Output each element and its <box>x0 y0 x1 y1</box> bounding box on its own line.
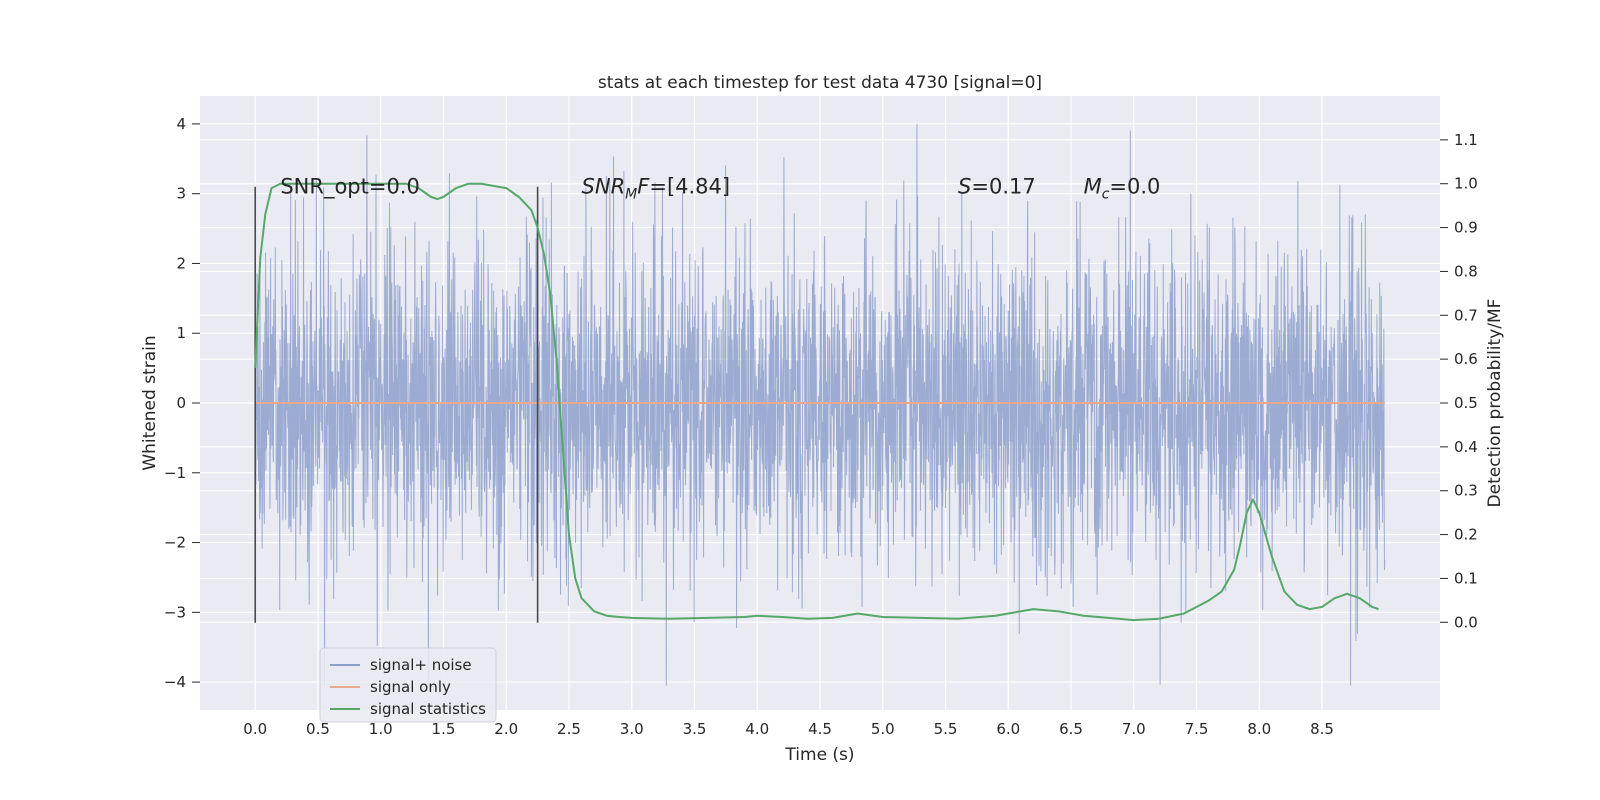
y-tick-label: 2 <box>176 254 186 272</box>
x-tick-label: 0.5 <box>306 720 330 738</box>
x-tick-label: 1.0 <box>369 720 393 738</box>
right-y-tick-label: 0.0 <box>1454 613 1478 631</box>
x-axis-label: Time (s) <box>784 745 854 765</box>
x-tick-label: 4.0 <box>745 720 769 738</box>
x-tick-label: 0.0 <box>243 720 267 738</box>
legend: signal+ noise signal only signal statist… <box>319 647 497 723</box>
right-y-tick-label: 0.5 <box>1454 394 1478 412</box>
annotation-value: =0.17 <box>971 175 1035 199</box>
vertical-markers <box>254 186 539 623</box>
legend-label-signal: signal only <box>370 678 451 696</box>
x-tick-label: 5.5 <box>934 720 958 738</box>
annotation-subscript: M <box>625 187 637 203</box>
legend-box <box>319 647 497 723</box>
noise-series <box>254 123 1386 686</box>
annotation-3: Mc=0.0 <box>1084 175 1161 203</box>
y-tick-label: −1 <box>164 464 186 482</box>
chart-title: stats at each timestep for test data 473… <box>598 73 1042 93</box>
annotation-value: =[4.84] <box>649 175 730 199</box>
y-tick-label: −4 <box>164 673 186 691</box>
legend-label-stats: signal statistics <box>370 700 486 718</box>
x-tick-label: 8.0 <box>1247 720 1271 738</box>
y-tick-label: −2 <box>164 534 186 552</box>
x-tick-label: 6.5 <box>1059 720 1083 738</box>
right-y-axis-label: Detection probability/MF <box>1485 299 1505 508</box>
y-ticks: 4 3 2 1 0 −1 −2 −3 −4 <box>164 115 200 691</box>
right-y-tick-label: 0.3 <box>1454 482 1478 500</box>
annotations: SNR_opt=0.0 SNRMF=[4.84] S=0.17 Mc=0.0 <box>280 175 1160 203</box>
y-tick-label: 0 <box>176 394 186 412</box>
right-y-tick-label: 0.4 <box>1454 438 1478 456</box>
right-y-tick-label: 0.9 <box>1454 219 1478 237</box>
annotation-symbol: SNR <box>582 175 626 199</box>
x-tick-label: 6.0 <box>996 720 1020 738</box>
legend-label-noise: signal+ noise <box>370 656 472 674</box>
y-tick-label: −3 <box>164 603 186 621</box>
x-tick-label: 1.5 <box>432 720 456 738</box>
noise-trace <box>254 123 1386 686</box>
right-y-tick-label: 0.6 <box>1454 350 1478 368</box>
y-axis-label: Whitened strain <box>140 335 160 470</box>
right-y-tick-label: 0.8 <box>1454 262 1478 280</box>
x-tick-label: 5.0 <box>871 720 895 738</box>
annotation-subscript: c <box>1102 187 1110 203</box>
x-tick-label: 4.5 <box>808 720 832 738</box>
x-tick-label: 8.5 <box>1310 720 1334 738</box>
x-tick-label: 7.5 <box>1185 720 1209 738</box>
y-tick-label: 3 <box>176 185 186 203</box>
right-y-tick-label: 1.1 <box>1454 131 1478 149</box>
annotation-symbol: S <box>958 175 971 199</box>
y-tick-label: 4 <box>176 115 186 133</box>
x-tick-label: 3.0 <box>620 720 644 738</box>
x-ticks: 0.0 0.5 1.0 1.5 2.0 2.5 3.0 3.5 4.0 4.5 5.0 5.5 6.0 6… <box>243 720 1334 738</box>
right-y-tick-label: 0.1 <box>1454 569 1478 587</box>
x-tick-label: 2.0 <box>494 720 518 738</box>
y-tick-label: 1 <box>176 324 186 342</box>
annotation-2: S=0.17 <box>958 175 1036 199</box>
annotation-0: SNR_opt=0.0 <box>280 175 420 200</box>
right-y-tick-label: 0.2 <box>1454 526 1478 544</box>
annotation-1: SNRMF=[4.84] <box>582 175 731 203</box>
right-y-tick-label: 1.0 <box>1454 175 1478 193</box>
right-y-tick-label: 0.7 <box>1454 306 1478 324</box>
annotation-symbol-tail: F <box>637 175 650 199</box>
statistics-line <box>254 182 1379 622</box>
annotation-value: =0.0 <box>1109 175 1160 199</box>
annotation-symbol: M <box>1084 175 1102 199</box>
right-y-ticks: 1.1 1.0 0.9 0.8 0.7 0.6 0.5 0.4 0.3 0.2 0.1 0.0 <box>1440 131 1478 631</box>
statistics-series <box>254 182 1379 622</box>
x-tick-label: 2.5 <box>557 720 581 738</box>
x-tick-label: 7.0 <box>1122 720 1146 738</box>
x-tick-label: 3.5 <box>683 720 707 738</box>
